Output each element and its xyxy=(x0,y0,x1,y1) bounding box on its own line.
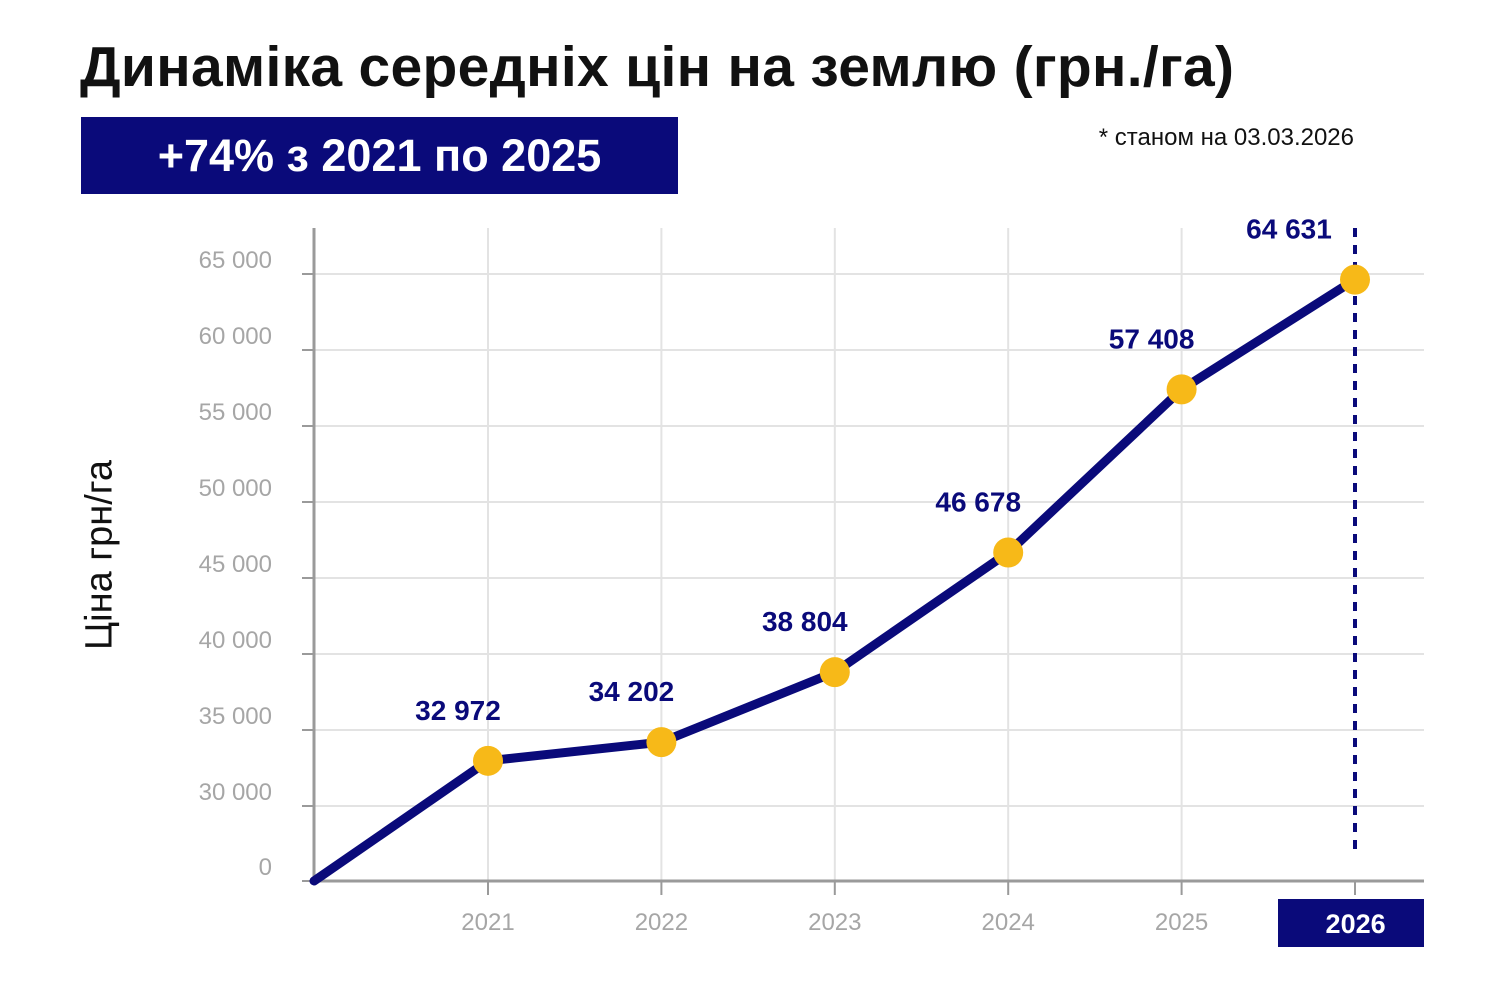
grid-lines xyxy=(314,228,1424,881)
x-tick-label: 2023 xyxy=(808,909,861,936)
y-tick-label: 50 000 xyxy=(199,475,272,502)
data-label: 64 631 xyxy=(1246,214,1332,245)
data-label: 32 972 xyxy=(415,695,501,726)
x-tick-label: 2022 xyxy=(635,909,688,936)
data-label: 57 408 xyxy=(1109,323,1195,354)
data-point xyxy=(819,657,850,688)
y-tick-label: 40 000 xyxy=(199,627,272,654)
y-tick-label: 65 000 xyxy=(199,247,272,274)
y-tick-label: 60 000 xyxy=(199,323,272,350)
data-label: 34 202 xyxy=(589,676,675,707)
y-tick-label: 55 000 xyxy=(199,399,272,426)
data-point xyxy=(993,537,1024,568)
data-labels: 32 972 34 202 38 804 46 678 57 408 64 631 xyxy=(415,214,1332,726)
y-tick-label: 35 000 xyxy=(199,703,272,730)
data-label: 46 678 xyxy=(935,486,1021,517)
x-tick-label-highlighted: 2026 xyxy=(1326,909,1386,939)
y-tick-label: 45 000 xyxy=(199,551,272,578)
date-note: * станом на 03.03.2026 xyxy=(1098,124,1354,151)
data-label: 38 804 xyxy=(762,606,848,637)
data-point xyxy=(1340,264,1370,295)
axes xyxy=(302,228,1424,895)
data-point xyxy=(1166,374,1197,405)
x-tick-labels: 2021 2022 2023 2024 2025 2026 xyxy=(461,899,1424,947)
y-tick-label: 0 xyxy=(259,854,272,881)
highlight-year-box xyxy=(1278,899,1424,947)
y-tick-label: 30 000 xyxy=(199,779,272,806)
x-tick-label: 2024 xyxy=(982,909,1035,936)
data-points xyxy=(473,264,1370,776)
x-tick-label: 2025 xyxy=(1155,909,1208,936)
chart-title: Динаміка середніх цін на землю (грн./га) xyxy=(80,35,1235,99)
data-point xyxy=(473,745,503,776)
growth-badge: +74% з 2021 по 2025 xyxy=(81,117,678,194)
x-tick-label: 2021 xyxy=(461,909,514,936)
data-point xyxy=(646,727,677,758)
y-tick-labels: 0 30 000 35 000 40 000 45 000 50 000 55 000 60 … xyxy=(199,247,272,881)
